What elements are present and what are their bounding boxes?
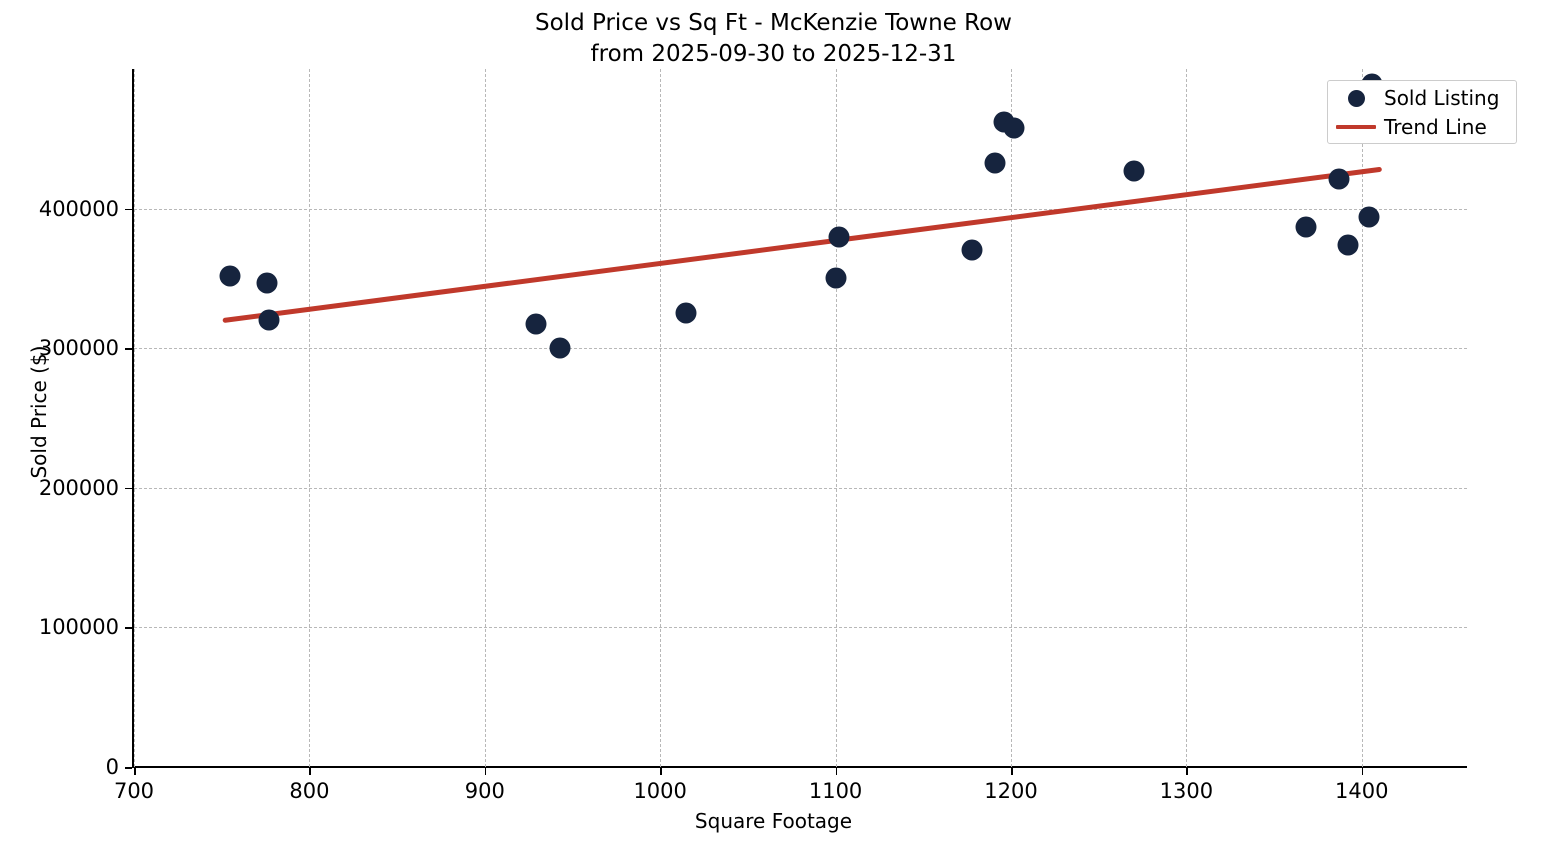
y-tick-label: 300000 [38,336,119,361]
x-tick-label: 1000 [633,779,687,803]
legend-label-trend-line: Trend Line [1384,115,1487,139]
scatter-point [1337,234,1359,256]
gridline-horizontal [134,627,1467,629]
gridline-vertical [835,69,837,767]
x-tick-label: 1100 [808,779,863,803]
x-tick-label: 800 [289,779,330,803]
chart-title-line2: from 2025-09-30 to 2025-12-31 [590,40,957,67]
sold-listing-dot-icon [1328,89,1384,107]
scatter-point [1003,117,1025,139]
legend-item-sold-listing: Sold Listing [1328,84,1518,112]
x-tick-label: 1200 [984,779,1038,803]
chart-title: Sold Price vs Sq Ft - McKenzie Towne Row… [0,8,1547,69]
scatter-point [219,265,241,287]
gridline-vertical [134,69,135,767]
scatter-point [525,313,547,335]
y-tick [125,487,132,490]
scatter-point [1123,160,1145,182]
gridline-horizontal [134,487,1467,489]
y-tick-label: 400000 [38,196,119,221]
chart-title-line1: Sold Price vs Sq Ft - McKenzie Towne Row [535,10,1012,36]
x-tick-label: 900 [464,779,505,803]
x-axis-spine [132,766,1467,769]
x-tick-label: 1400 [1335,779,1389,803]
gridline-horizontal [134,348,1467,350]
y-tick [125,767,132,769]
x-tick [309,768,311,775]
gridline-horizontal [134,208,1467,210]
plot-area [134,69,1467,767]
x-axis-label: Square Footage [694,809,853,833]
scatter-point [675,302,697,324]
legend-label-sold-listing: Sold Listing [1384,86,1500,110]
gridline-vertical [484,69,486,767]
x-tick-label: 700 [113,779,155,803]
x-tick [484,768,487,775]
scatter-point [258,309,280,331]
x-tick [134,768,136,775]
scatter-point [549,337,571,359]
scatter-point [961,239,983,261]
gridline-vertical [1186,69,1188,767]
gridline-vertical [1010,69,1012,767]
y-tick-label: 200000 [38,475,119,500]
x-tick [1186,768,1188,775]
y-tick-label: 100000 [38,615,119,640]
x-tick [835,768,838,775]
x-tick [660,768,662,775]
scatter-point [1358,206,1380,228]
scatter-point [984,152,1006,174]
y-axis-label: Sold Price ($) [27,345,51,479]
x-tick [1010,768,1013,775]
x-tick [1361,768,1364,775]
y-tick [125,208,132,211]
gridline-vertical [1361,69,1363,767]
y-tick-label: 0 [105,755,119,779]
legend-item-trend-line: Trend Line [1328,113,1518,141]
chart-legend: Sold Listing Trend Line [1327,80,1517,144]
y-tick [125,348,132,350]
y-tick [125,627,132,629]
scatter-point [1295,216,1317,238]
scatter-point [1328,168,1350,190]
scatter-point [828,226,850,248]
x-tick-label: 1300 [1159,779,1214,803]
gridline-vertical [309,69,311,767]
y-axis-spine [132,69,135,768]
scatter-point [825,267,847,289]
gridline-vertical [660,69,662,767]
scatter-point [256,272,278,294]
trend-line-icon [1328,125,1384,129]
